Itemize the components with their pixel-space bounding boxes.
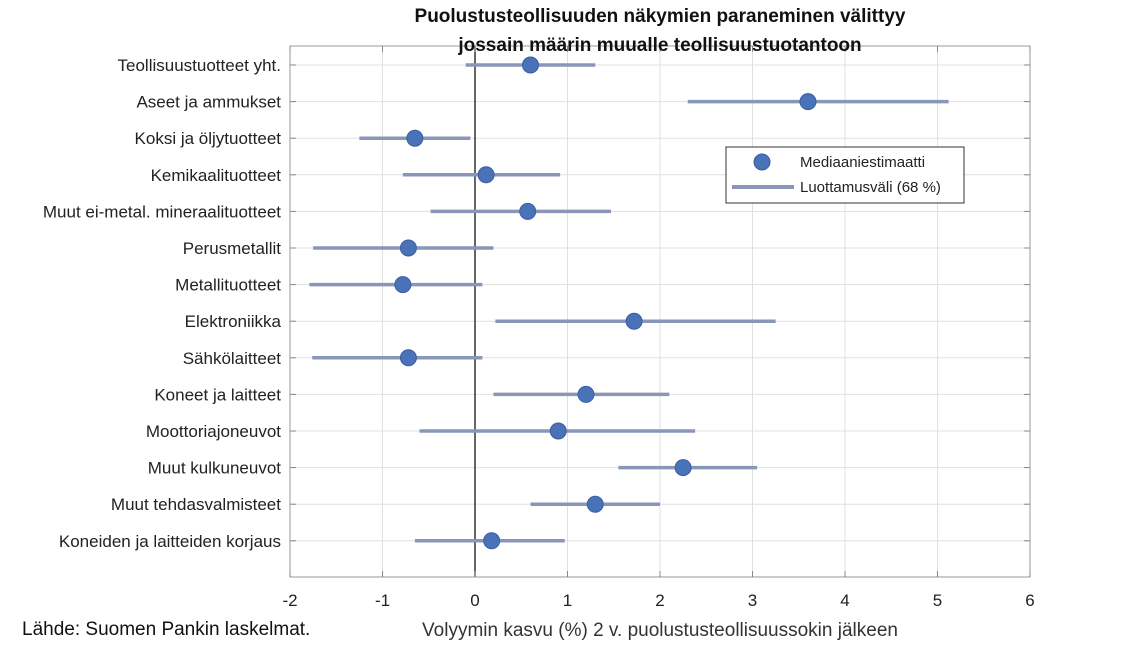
median-point-12 bbox=[586, 495, 604, 513]
median-point-10 bbox=[549, 422, 567, 440]
median-point-11 bbox=[674, 459, 692, 477]
category-label-3: Kemikaalituotteet bbox=[151, 166, 282, 185]
x-tick-label-3: 1 bbox=[563, 591, 572, 610]
x-tick-label-1: -1 bbox=[375, 591, 390, 610]
median-point-0 bbox=[522, 56, 539, 74]
median-point-6 bbox=[394, 276, 412, 294]
median-points bbox=[394, 56, 817, 550]
median-point-2 bbox=[406, 129, 424, 147]
x-axis-ticks: -2 -1 0 1 2 3 4 5 6 bbox=[282, 46, 1035, 610]
median-point-13 bbox=[483, 532, 501, 550]
x-tick-label-6: 4 bbox=[840, 591, 849, 610]
grid bbox=[289, 46, 1031, 577]
legend-label-median: Mediaaniestimaatti bbox=[800, 154, 925, 171]
y-axis-labels: Teollisuustuotteet yht. Aseet ja ammukset… bbox=[43, 56, 1030, 551]
x-tick-label-4: 2 bbox=[655, 591, 664, 610]
legend-marker-median bbox=[753, 153, 771, 171]
category-label-2: Koksi ja öljytuotteet bbox=[135, 129, 282, 148]
category-label-4: Muut ei-metal. mineraalituotteet bbox=[43, 202, 281, 221]
category-label-1: Aseet ja ammukset bbox=[136, 93, 281, 112]
category-label-5: Perusmetallit bbox=[183, 239, 282, 258]
source-note: Lähde: Suomen Pankin laskelmat. bbox=[22, 619, 311, 640]
chart-title-line-2: jossain määrin muualle teollisuustuotant… bbox=[457, 35, 861, 56]
median-point-1 bbox=[799, 93, 817, 111]
median-point-5 bbox=[399, 239, 417, 257]
category-label-13: Koneiden ja laitteiden korjaus bbox=[59, 532, 281, 551]
confidence-intervals bbox=[309, 63, 949, 543]
x-tick-label-0: -2 bbox=[282, 591, 297, 610]
category-label-0: Teollisuustuotteet yht. bbox=[118, 56, 281, 75]
x-tick-label-7: 5 bbox=[933, 591, 942, 610]
legend-label-interval: Luottamusväli (68 %) bbox=[800, 179, 941, 196]
median-point-3 bbox=[477, 166, 495, 184]
chart-title-line-1: Puolustusteollisuuden näkymien paranemin… bbox=[415, 6, 906, 27]
x-tick-label-2: 0 bbox=[470, 591, 479, 610]
category-label-9: Koneet ja laitteet bbox=[154, 385, 281, 404]
category-label-10: Moottoriajoneuvot bbox=[146, 422, 281, 441]
median-point-7 bbox=[625, 312, 643, 330]
x-tick-label-8: 6 bbox=[1025, 591, 1034, 610]
x-axis-label: Volyymin kasvu (%) 2 v. puolustusteollis… bbox=[422, 620, 898, 641]
category-label-8: Sähkölaitteet bbox=[183, 349, 282, 368]
category-label-11: Muut kulkuneuvot bbox=[148, 459, 282, 478]
category-label-12: Muut tehdasvalmisteet bbox=[111, 495, 281, 514]
median-point-9 bbox=[577, 385, 595, 403]
category-label-7: Elektroniikka bbox=[185, 312, 282, 331]
x-tick-label-5: 3 bbox=[748, 591, 757, 610]
chart-title: Puolustusteollisuuden näkymien paranemin… bbox=[415, 6, 906, 56]
category-label-6: Metallituotteet bbox=[175, 276, 281, 295]
legend: Mediaaniestimaatti Luottamusväli (68 %) bbox=[725, 146, 965, 204]
median-point-8 bbox=[399, 349, 417, 367]
median-point-4 bbox=[519, 202, 537, 220]
